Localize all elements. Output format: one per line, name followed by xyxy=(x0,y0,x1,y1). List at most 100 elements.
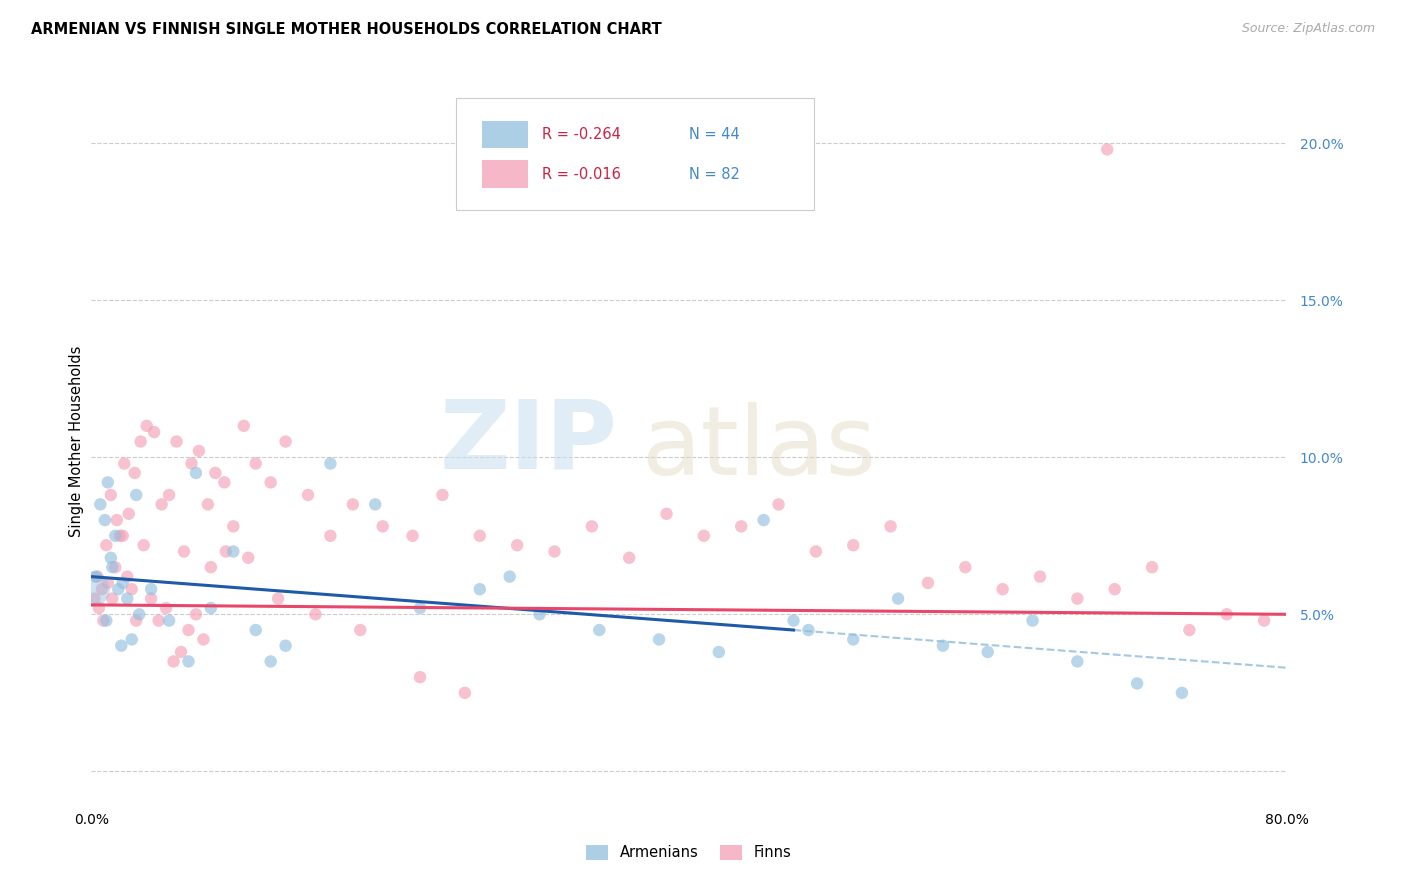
Text: atlas: atlas xyxy=(641,402,876,495)
Text: ARMENIAN VS FINNISH SINGLE MOTHER HOUSEHOLDS CORRELATION CHART: ARMENIAN VS FINNISH SINGLE MOTHER HOUSEH… xyxy=(31,22,662,37)
Point xyxy=(245,457,267,471)
Point xyxy=(259,655,281,669)
Text: R = -0.264: R = -0.264 xyxy=(541,127,621,142)
Point xyxy=(955,560,977,574)
Point xyxy=(124,466,146,480)
Text: N = 82: N = 82 xyxy=(689,167,740,182)
Point xyxy=(108,529,131,543)
Point xyxy=(319,529,342,543)
FancyBboxPatch shape xyxy=(482,161,527,188)
Point xyxy=(97,575,120,590)
Point xyxy=(121,582,143,597)
Point xyxy=(197,497,219,511)
Point xyxy=(797,623,820,637)
Point xyxy=(84,569,107,583)
Point xyxy=(543,544,565,558)
Point xyxy=(86,569,108,583)
Point xyxy=(173,544,195,558)
Point xyxy=(468,529,491,543)
Point xyxy=(93,614,115,628)
Point xyxy=(1253,614,1275,628)
Point xyxy=(177,655,200,669)
Point xyxy=(409,670,432,684)
Point xyxy=(90,582,112,597)
Point xyxy=(135,418,157,433)
Point xyxy=(991,582,1014,597)
Point xyxy=(96,538,118,552)
Point xyxy=(468,582,491,597)
Point xyxy=(100,550,122,565)
Point xyxy=(730,519,752,533)
Point xyxy=(97,475,120,490)
Point xyxy=(232,418,254,433)
Point xyxy=(150,497,173,511)
Point xyxy=(259,475,281,490)
Text: Source: ZipAtlas.com: Source: ZipAtlas.com xyxy=(1241,22,1375,36)
Point xyxy=(768,497,790,511)
Point xyxy=(200,560,222,574)
Point xyxy=(1097,142,1119,156)
Point xyxy=(82,582,104,597)
Point xyxy=(319,457,342,471)
Point xyxy=(371,519,394,533)
Point xyxy=(155,601,177,615)
Point xyxy=(222,544,245,558)
Text: R = -0.016: R = -0.016 xyxy=(541,167,621,182)
Point xyxy=(588,623,610,637)
Point xyxy=(188,444,211,458)
Point xyxy=(214,475,236,490)
Point xyxy=(112,457,135,471)
Point xyxy=(125,614,148,628)
Point xyxy=(648,632,671,647)
Point xyxy=(529,607,551,622)
Text: N = 44: N = 44 xyxy=(689,127,740,142)
Point xyxy=(200,601,222,615)
Point xyxy=(1066,655,1088,669)
Point xyxy=(879,519,901,533)
Point xyxy=(101,591,124,606)
Point xyxy=(121,632,143,647)
Point xyxy=(222,519,245,533)
Point xyxy=(1126,676,1149,690)
FancyBboxPatch shape xyxy=(482,120,527,148)
Point xyxy=(297,488,319,502)
Point xyxy=(129,434,152,449)
Point xyxy=(655,507,678,521)
Point xyxy=(118,507,141,521)
Point xyxy=(498,569,520,583)
Point xyxy=(101,560,124,574)
Point xyxy=(204,466,226,480)
Point xyxy=(96,614,118,628)
Point xyxy=(104,529,127,543)
Point xyxy=(83,591,105,606)
Point xyxy=(157,614,180,628)
Point xyxy=(842,538,865,552)
Point xyxy=(1104,582,1126,597)
Point xyxy=(115,591,138,606)
Point xyxy=(842,632,865,647)
Point xyxy=(141,582,162,597)
Point xyxy=(804,544,827,558)
Point xyxy=(274,434,297,449)
Point xyxy=(752,513,775,527)
Legend: Armenians, Finns: Armenians, Finns xyxy=(579,838,799,868)
Point xyxy=(132,538,155,552)
Point xyxy=(238,550,260,565)
Point xyxy=(342,497,364,511)
Point xyxy=(349,623,371,637)
Point xyxy=(170,645,193,659)
Point xyxy=(364,497,387,511)
Point xyxy=(104,560,127,574)
Point xyxy=(401,529,423,543)
Point xyxy=(782,614,804,628)
Point xyxy=(1021,614,1043,628)
Point xyxy=(184,607,207,622)
Point xyxy=(143,425,166,439)
Point xyxy=(304,607,326,622)
Point xyxy=(89,497,111,511)
Point xyxy=(180,457,202,471)
Point xyxy=(506,538,529,552)
Point xyxy=(141,591,162,606)
Point xyxy=(917,575,939,590)
Point xyxy=(157,488,180,502)
